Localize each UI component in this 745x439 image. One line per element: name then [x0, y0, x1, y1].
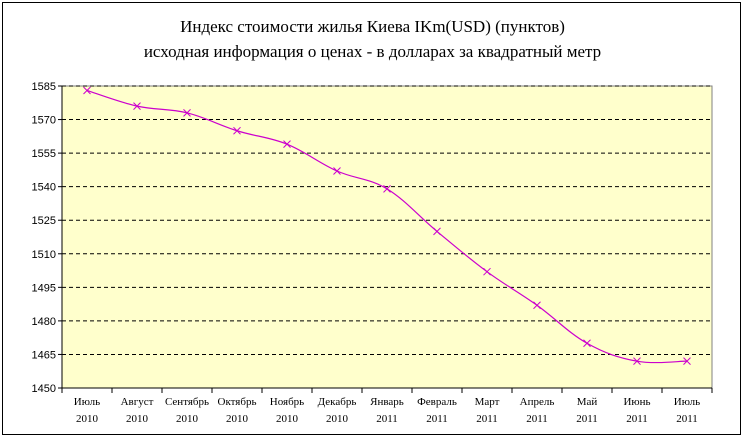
gridlines — [62, 85, 712, 355]
y-tick-label: 1450 — [32, 383, 56, 395]
x-tick-label-year: 2010 — [176, 413, 199, 425]
x-tick-label-month: Октябрь — [218, 396, 257, 408]
x-tick-label-month: Апрель — [520, 396, 555, 408]
x-tick-label-year: 2010 — [276, 413, 299, 425]
x-tick-label-month: Июль — [74, 396, 100, 408]
data-point — [383, 185, 391, 193]
data-point — [83, 86, 91, 95]
data-point — [483, 267, 491, 276]
x-tick-label-year: 2010 — [126, 413, 149, 425]
x-tick-label-year: 2011 — [576, 413, 598, 425]
x-tick-label-month: Май — [577, 396, 598, 408]
x-tick-label-month: Июль — [674, 396, 700, 408]
chart-title: Индекс стоимости жилья Киева IKm(USD) (п… — [180, 17, 565, 36]
chart-subtitle: исходная информация о ценах - в долларах… — [143, 42, 602, 61]
x-tick-label-month: Март — [475, 396, 500, 408]
data-point — [433, 227, 441, 236]
y-tick-label: 1555 — [32, 148, 56, 160]
x-tick-label-month: Декабрь — [318, 396, 357, 408]
data-point — [583, 339, 591, 348]
x-tick-label-year: 2011 — [376, 413, 398, 425]
x-tick-label-month: Ноябрь — [270, 396, 304, 408]
y-tick-label: 1570 — [32, 115, 56, 127]
data-point — [533, 301, 541, 310]
axes — [61, 86, 712, 389]
y-tick-label: 1585 — [32, 81, 56, 93]
x-tick-label-year: 2010 — [76, 413, 99, 425]
x-tick-label-year: 2011 — [526, 413, 548, 425]
data-point — [683, 357, 691, 366]
plot-area — [61, 85, 713, 389]
x-tick-label-year: 2011 — [476, 413, 498, 425]
x-tick-label-month: Февраль — [417, 396, 457, 408]
y-axis-ticks: 1450 1465 1480 1495 1510 1525 1540 1555 1570 1585 — [32, 81, 62, 395]
x-tick-label-year: 2010 — [226, 413, 249, 425]
y-tick-label: 1480 — [32, 316, 56, 328]
x-tick-label-year: 2010 — [326, 413, 349, 425]
data-point — [333, 167, 341, 175]
y-tick-label: 1465 — [32, 349, 56, 361]
x-tick-label-month: Июнь — [623, 396, 650, 408]
x-tick-label-month: Январь — [370, 396, 404, 408]
x-tick-label-month: Сентябрь — [165, 396, 209, 408]
data-point — [633, 357, 641, 366]
y-tick-label: 1495 — [32, 282, 56, 294]
series-markers — [83, 86, 691, 366]
y-tick-label: 1525 — [32, 215, 56, 227]
data-point — [183, 108, 191, 117]
x-tick-label-year: 2011 — [426, 413, 448, 425]
data-point — [283, 140, 291, 149]
x-tick-label-year: 2011 — [676, 413, 698, 425]
x-tick-label-year: 2011 — [626, 413, 648, 425]
data-point — [133, 102, 141, 110]
data-point — [233, 126, 241, 135]
y-tick-label: 1540 — [32, 182, 56, 194]
x-axis-ticks: Июль 2010 Август 2010 Сентябрь 2010 Октябрь 201… — [61, 388, 713, 425]
y-tick-label: 1510 — [32, 249, 56, 261]
x-tick-label-month: Август — [121, 396, 154, 408]
